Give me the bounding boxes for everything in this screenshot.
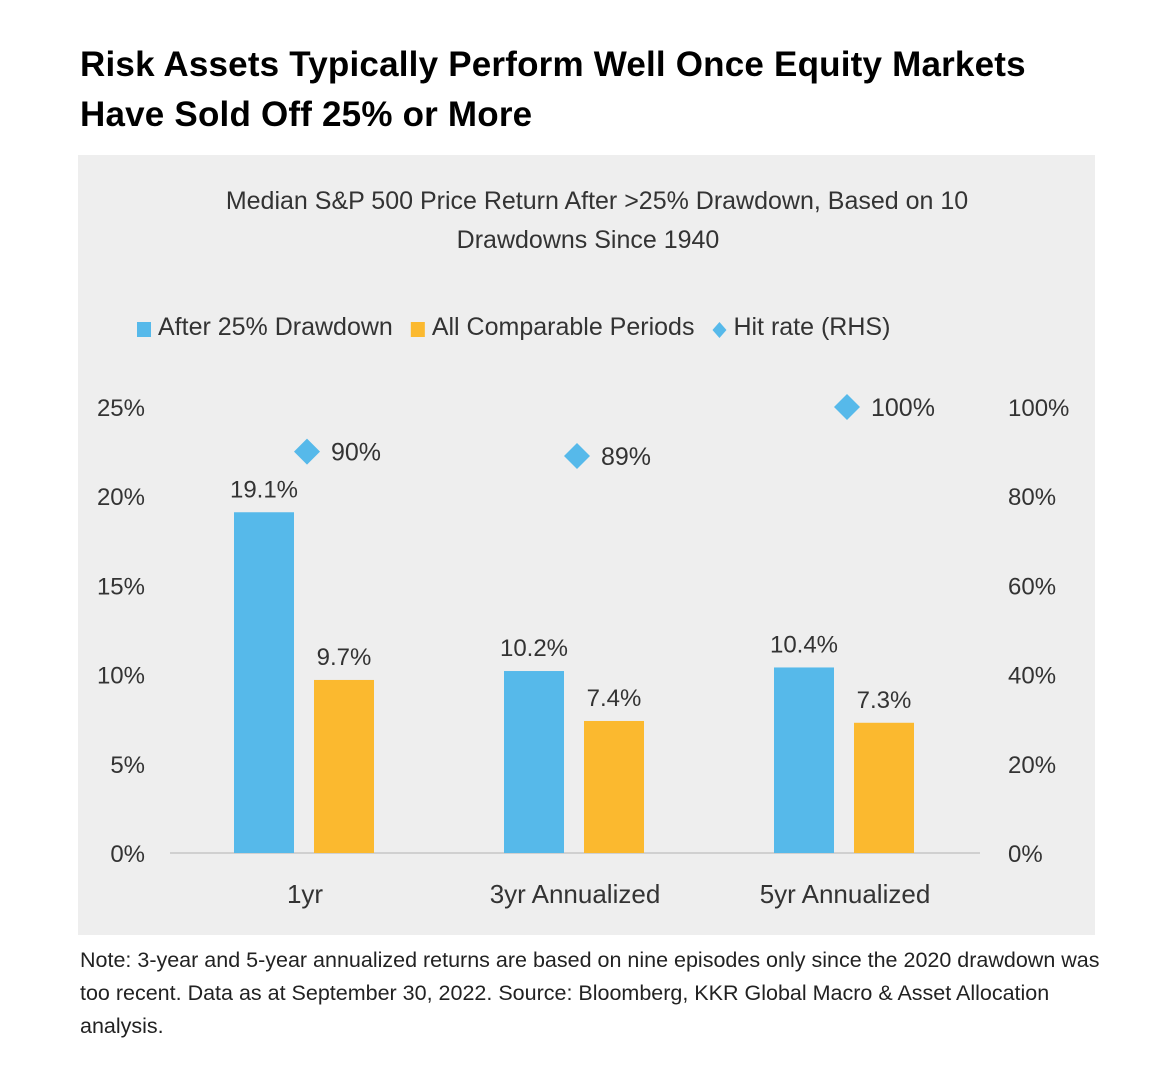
- bar-data-label: 10.4%: [770, 631, 838, 658]
- legend-label: Hit rate (RHS): [733, 313, 890, 341]
- chart-title-line1: Median S&P 500 Price Return After >25% D…: [226, 187, 968, 215]
- footnote: Note: 3-year and 5-year annualized retur…: [80, 948, 1100, 1038]
- legend: After 25% Drawdown All Comparable Periods…: [137, 313, 890, 341]
- legend-swatch: [410, 322, 425, 337]
- bar-data-label: 19.1%: [230, 476, 298, 503]
- right-tick-label: 100%: [1008, 395, 1069, 422]
- category-label: 1yr: [287, 879, 323, 909]
- legend-label: After 25% Drawdown: [158, 313, 393, 341]
- right-tick-label: 40%: [1008, 663, 1056, 690]
- left-tick-label: 25%: [97, 395, 145, 422]
- category-label: 3yr Annualized: [490, 879, 661, 909]
- hit-rate-diamond: [834, 394, 860, 420]
- hit-rate-diamond: [294, 438, 320, 465]
- bar-after-drawdown: [774, 667, 834, 853]
- legend-diamond: [712, 322, 727, 338]
- category-label: 5yr Annualized: [760, 879, 931, 909]
- bar-data-label: 7.4%: [587, 685, 642, 712]
- legend-label: All Comparable Periods: [432, 313, 695, 341]
- right-tick-label: 0%: [1008, 841, 1043, 868]
- bar-data-label: 7.3%: [857, 687, 912, 714]
- page-title: Risk Assets Typically Perform Well Once …: [80, 45, 1026, 134]
- hit-rate-label: 100%: [871, 394, 935, 422]
- hit-rate-label: 89%: [601, 443, 651, 471]
- left-tick-label: 5%: [110, 752, 145, 779]
- left-tick-label: 20%: [97, 484, 145, 511]
- plot-area: 0% 5% 10% 15% 20% 25% 0% 20% 40% 60% 80% 100% 1yr 3yr…: [97, 394, 1069, 909]
- left-tick-label: 15%: [97, 573, 145, 600]
- right-tick-label: 80%: [1008, 484, 1056, 511]
- bar-data-label: 9.7%: [317, 644, 372, 671]
- bar-all-periods: [584, 720, 644, 853]
- bar-all-periods: [314, 679, 374, 853]
- left-tick-label: 10%: [97, 663, 145, 690]
- bar-data-label: 10.2%: [500, 635, 568, 662]
- left-tick-label: 0%: [110, 841, 145, 868]
- chart-title-line2: Drawdowns Since 1940: [457, 226, 720, 254]
- hit-rate-label: 90%: [331, 439, 381, 467]
- bar-after-drawdown: [504, 671, 564, 853]
- bar-all-periods: [854, 722, 914, 853]
- hit-rate-diamond: [564, 443, 590, 470]
- legend-swatch: [137, 322, 151, 337]
- right-tick-label: 20%: [1008, 752, 1056, 779]
- bar-after-drawdown: [234, 512, 294, 853]
- right-tick-label: 60%: [1008, 573, 1056, 600]
